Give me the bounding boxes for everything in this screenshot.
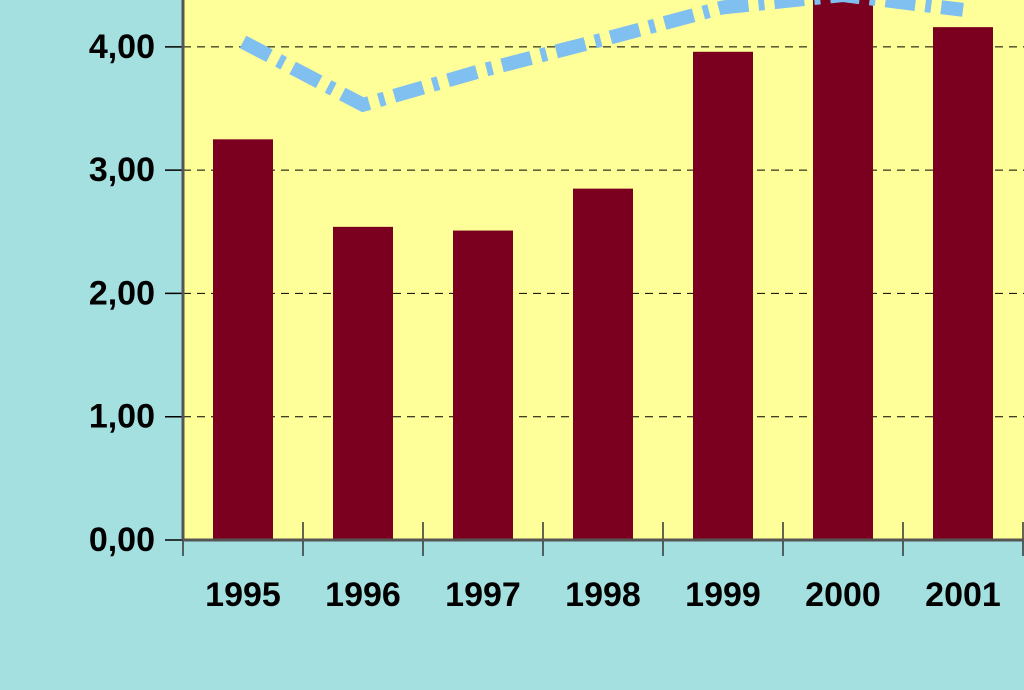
- bar: [333, 226, 393, 540]
- x-tick-label: 1997: [445, 576, 521, 614]
- plot-area: [183, 0, 1024, 540]
- x-tick-label: 1999: [685, 576, 761, 614]
- x-tick-label: 2001: [925, 576, 1001, 614]
- y-tick-label: 4,00: [89, 28, 155, 66]
- y-tick-label: 2,00: [89, 274, 155, 312]
- y-tick-label: 1,00: [89, 398, 155, 436]
- y-tick-label: 3,00: [89, 151, 155, 189]
- bar: [933, 27, 993, 540]
- bar: [813, 0, 873, 540]
- bar: [213, 139, 273, 540]
- x-tick-label: 2000: [805, 576, 881, 614]
- bar: [453, 230, 513, 540]
- y-tick-label: 0,00: [89, 521, 155, 559]
- x-tick-label: 1996: [325, 576, 401, 614]
- x-tick-label: 1998: [565, 576, 641, 614]
- line: [239, 0, 964, 113]
- bar: [693, 51, 753, 540]
- x-tick-label: 1995: [205, 576, 281, 614]
- bar: [573, 188, 633, 540]
